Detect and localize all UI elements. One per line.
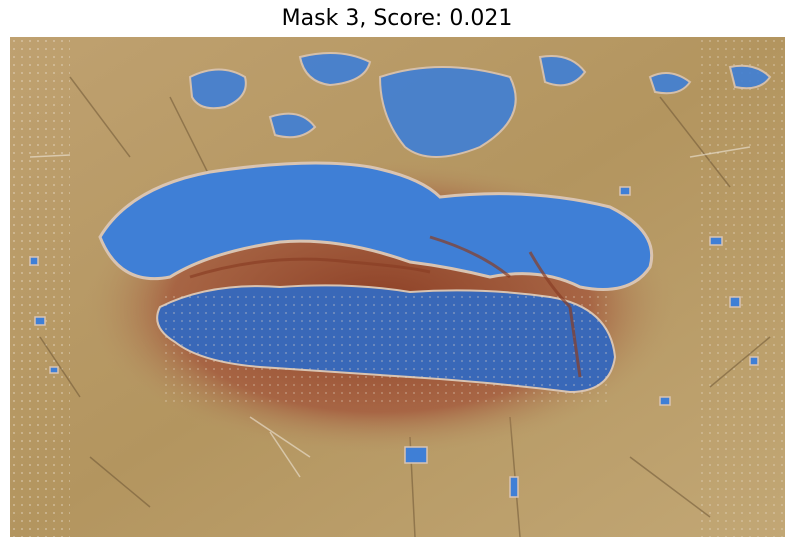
dot-texture-right [700,37,785,537]
figure-title: Mask 3, Score: 0.021 [0,6,794,31]
dot-texture-left [10,37,70,537]
mask-speckle [160,292,610,402]
masked-image [10,37,785,537]
image-canvas [10,37,785,537]
